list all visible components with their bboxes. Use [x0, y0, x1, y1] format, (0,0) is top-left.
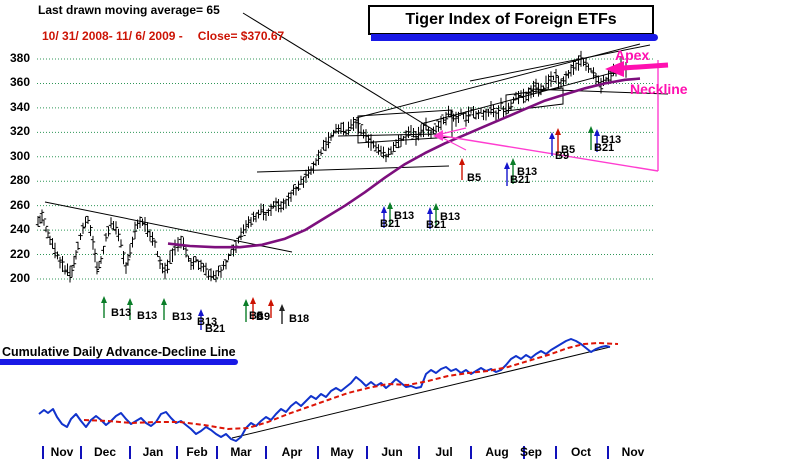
- buy-signal-arrowhead-icon: [101, 296, 107, 303]
- signal-label: B13: [197, 316, 218, 328]
- buy-signal-arrowhead-icon: [549, 132, 555, 139]
- month-label: Apr: [281, 445, 303, 459]
- month-label: Mar: [230, 445, 252, 459]
- buy-signal-arrowhead-icon: [243, 299, 249, 306]
- y-axis-label: 380: [9, 51, 30, 65]
- advance-decline-line: [38, 338, 611, 442]
- advance-decline-title: Cumulative Daily Advance-Decline Line: [2, 345, 236, 359]
- apex-annotation: Apex: [615, 47, 650, 63]
- month-label: Jun: [381, 445, 403, 459]
- signal-label: B18: [289, 313, 310, 325]
- y-axis-label: 360: [9, 75, 30, 90]
- neckline-line: [527, 88, 669, 95]
- buy-signal-arrowhead-icon: [427, 207, 433, 214]
- buy-signal-arrowhead-icon: [510, 158, 516, 165]
- wedge-inner-line: [469, 44, 651, 82]
- chart-title: Tiger Index of Foreign ETFs: [368, 5, 654, 35]
- signal-label: B21: [510, 174, 531, 186]
- signal-label: B21: [380, 218, 401, 230]
- month-label: May: [330, 445, 354, 459]
- signal-label: B9: [256, 311, 271, 323]
- pointer-arrowhead-icon: [433, 130, 443, 141]
- buy-signal-arrowhead-icon: [594, 129, 600, 136]
- neckline-annotation: Neckline: [630, 81, 688, 97]
- june-support-line: [337, 133, 438, 137]
- signal-label: B13: [172, 311, 193, 323]
- ma-pointer-line: [242, 12, 438, 133]
- ad-trend-line: [231, 346, 611, 439]
- buy-signal-arrowhead-icon: [555, 128, 561, 135]
- signal-label: B21: [426, 219, 447, 231]
- title-underline-bar: [371, 34, 658, 41]
- neckline-pointer-line: [436, 134, 659, 172]
- month-label: Nov: [50, 445, 74, 459]
- support-line: [256, 165, 450, 173]
- ad-moving-average-line: [83, 342, 619, 430]
- moving-average-line: [167, 77, 641, 249]
- y-axis-label: 260: [9, 197, 30, 212]
- y-axis-label: 300: [9, 148, 30, 163]
- y-axis-label: 340: [9, 99, 30, 114]
- signal-label: B5: [467, 172, 482, 184]
- signal-label: B13: [440, 211, 461, 223]
- close-value-text: Close= $370.67: [197, 29, 285, 43]
- signal-label: B13: [111, 307, 132, 319]
- month-label: Jul: [435, 445, 453, 459]
- buy-signal-arrowhead-icon: [433, 203, 439, 210]
- y-axis-label: 200: [9, 270, 30, 285]
- downtrend-line: [44, 201, 293, 253]
- apex-arrow-icon: [605, 61, 624, 77]
- advance-decline-underline-bar: [0, 359, 238, 365]
- month-label: Feb: [186, 445, 208, 459]
- buy-signal-arrowhead-icon: [504, 162, 510, 169]
- signal-label: B21: [594, 142, 615, 154]
- signal-label: B21: [205, 323, 226, 335]
- buy-signal-arrowhead-icon: [250, 297, 256, 304]
- buy-signal-arrowhead-icon: [381, 206, 387, 213]
- y-axis-label: 280: [9, 173, 30, 188]
- apex-arrow-shaft: [622, 62, 669, 71]
- month-label: Jan: [142, 445, 164, 459]
- month-label: Dec: [93, 445, 116, 459]
- date-range-caption: 10/ 31/ 2008- 11/ 6/ 2009 - Close= $370.6…: [42, 29, 284, 43]
- moving-average-caption: Last drawn moving average= 65: [38, 3, 220, 17]
- signal-label: B13: [601, 134, 622, 146]
- signal-label: B9: [555, 150, 570, 162]
- buy-signal-arrowhead-icon: [161, 298, 167, 305]
- y-axis-label: 240: [9, 222, 30, 237]
- date-range-text: 10/ 31/ 2008- 11/ 6/ 2009 -: [42, 29, 183, 43]
- buy-signal-arrowhead-icon: [268, 299, 274, 306]
- month-label: Oct: [570, 445, 591, 459]
- buy-signal-arrowhead-icon: [459, 158, 465, 165]
- y-axis-label: 320: [9, 124, 30, 139]
- y-axis-label: 220: [9, 246, 30, 261]
- signal-label: B5: [561, 144, 576, 156]
- month-label: Aug: [485, 445, 509, 459]
- signal-label: B13: [394, 210, 415, 222]
- buy-signal-arrowhead-icon: [127, 298, 133, 305]
- buy-signal-arrowhead-icon: [198, 309, 204, 316]
- signal-label: B5: [249, 310, 264, 322]
- signal-label: B13: [517, 166, 538, 178]
- buy-signal-arrowhead-icon: [279, 304, 285, 311]
- signal-label: B13: [137, 310, 158, 322]
- month-label: Sep: [519, 445, 542, 459]
- channel-lower-line: [420, 65, 639, 125]
- month-label: Nov: [621, 445, 645, 459]
- buy-signal-arrowhead-icon: [387, 202, 393, 209]
- buy-signal-arrowhead-icon: [588, 126, 594, 133]
